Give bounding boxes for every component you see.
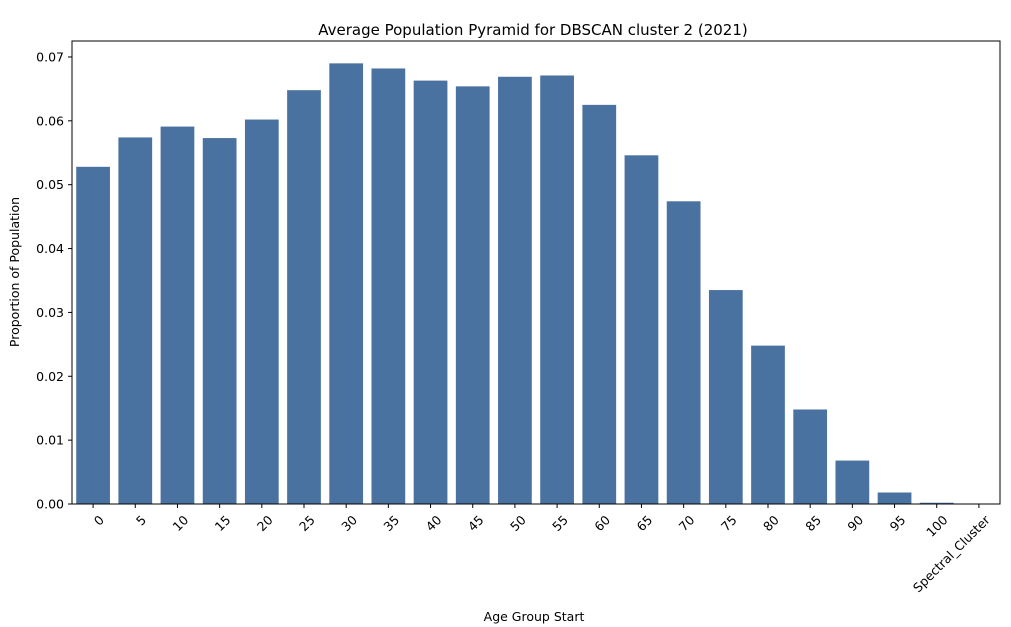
x-tick-label: 90	[844, 512, 866, 534]
bar-45	[455, 86, 490, 504]
x-tick-label: 10	[170, 512, 192, 534]
plot-frame	[71, 40, 1001, 505]
x-tick-label: 85	[802, 512, 824, 534]
x-tick-label: 55	[549, 512, 571, 534]
chart-title: Average Population Pyramid for DBSCAN cl…	[318, 21, 747, 39]
bar-100	[919, 502, 954, 504]
bar-15	[202, 138, 237, 504]
x-tick-label: 0	[91, 512, 107, 528]
x-tick-label: 65	[634, 512, 656, 534]
y-axis-label: Proportion of Population	[7, 197, 22, 347]
x-tick-label: 20	[254, 512, 276, 534]
bar-70	[666, 201, 701, 504]
bar-50	[498, 76, 532, 504]
bar-75	[708, 290, 743, 504]
x-tick-label: 35	[380, 512, 402, 534]
bar-95	[877, 492, 912, 504]
bar-25	[287, 90, 321, 504]
y-tick-label: 0.06	[36, 113, 64, 128]
bar-60	[582, 104, 617, 505]
bar-55	[540, 75, 574, 504]
y-tick-label: 0.01	[36, 433, 64, 448]
x-tick-label: 30	[338, 512, 360, 534]
x-tick-label: 100	[923, 512, 951, 540]
bar-80	[751, 345, 785, 504]
x-tick-label: 45	[465, 512, 487, 534]
x-tick-label: 70	[676, 512, 698, 534]
y-axis: 0.00 0.01 0.02 0.03 0.04 0.05 0.06 0.07	[36, 49, 72, 512]
bar-20	[244, 119, 279, 504]
x-tick-label: 80	[760, 512, 782, 534]
y-tick-label: 0.00	[36, 497, 64, 512]
x-tick-label: 40	[423, 512, 445, 534]
x-tick-label: 15	[212, 512, 234, 534]
bar-35	[371, 68, 406, 504]
x-axis: 0 5 10 15 20 25 30 35 40 45 50 55 60 65 70 75 80 85 90 95 10…	[91, 504, 993, 595]
y-tick-label: 0.07	[36, 49, 64, 64]
bar-40	[413, 80, 448, 504]
y-tick-label: 0.03	[36, 305, 64, 320]
bar-85	[793, 409, 828, 504]
y-tick-label: 0.04	[36, 241, 64, 256]
y-tick-label: 0.05	[36, 177, 64, 192]
x-tick-label: 75	[718, 512, 740, 534]
y-tick-label: 0.02	[36, 369, 64, 384]
bar-90	[835, 460, 870, 504]
x-tick-label: 5	[133, 512, 149, 528]
x-tick-label: Spectral_Cluster	[910, 512, 993, 595]
bar-10	[160, 126, 195, 505]
bar-5	[118, 137, 153, 505]
bar-30	[329, 63, 364, 505]
x-tick-label: 25	[296, 512, 318, 534]
bar-0	[76, 166, 110, 504]
x-tick-label: 60	[591, 512, 613, 534]
x-axis-label: Age Group Start	[484, 609, 585, 624]
x-tick-label: 50	[507, 512, 529, 534]
bar-65	[624, 155, 659, 504]
bars-group	[76, 63, 954, 505]
x-tick-label: 95	[887, 512, 909, 534]
